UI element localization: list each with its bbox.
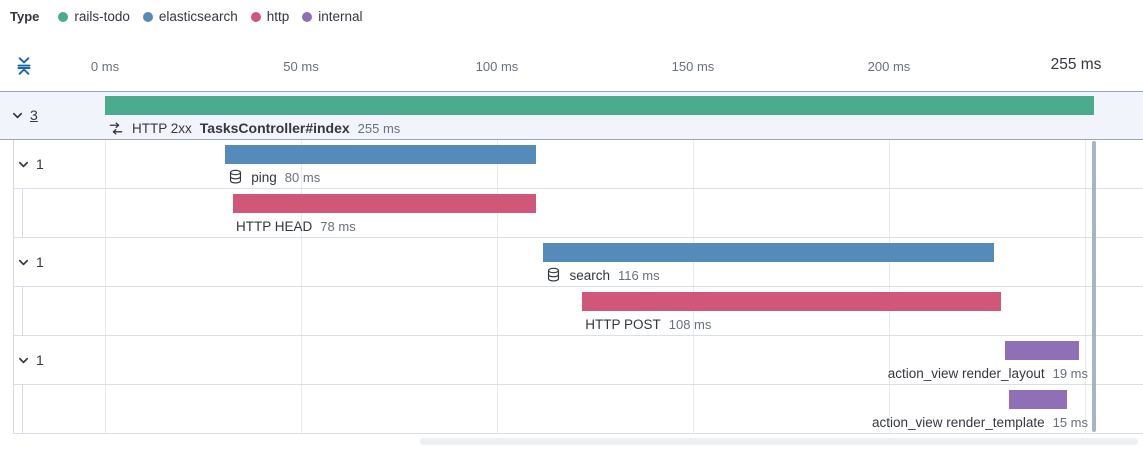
accordion-guide [13,140,14,434]
span-bar-http-head[interactable] [233,194,536,213]
legend-dot-icon [142,11,153,22]
child-count[interactable]: 3 [30,107,38,123]
span-label: HTTP HEAD 78 ms [236,216,356,236]
legend-dot-icon [302,11,313,22]
span-duration: 255 ms [357,120,401,136]
database-icon [228,169,243,185]
row-separator [13,335,1143,336]
legend-title: Type [10,9,40,24]
span-name: action_view render_template [871,414,1045,430]
child-count: 1 [36,352,44,368]
transaction-icon [108,121,124,136]
span-bar-http-post[interactable] [582,292,1002,311]
span-duration: 108 ms [668,316,712,332]
accordion-toggle[interactable]: 1 [16,252,44,272]
waterfall-row[interactable] [0,189,1143,238]
gridline [301,91,302,434]
legend-item-rails-todo[interactable]: rails-todo [58,9,130,24]
fold-accordions-button[interactable] [13,56,35,78]
gridline [693,91,694,434]
child-count: 1 [36,254,44,270]
gridline [105,91,106,434]
row-separator [13,237,1143,238]
axis-tick-label: 200 ms [867,59,911,74]
span-bar-ping[interactable] [225,145,536,164]
row-separator [13,384,1143,385]
legend-item-label: elasticsearch [158,9,238,24]
chevron-down-icon [10,108,25,123]
span-bar-action-view-render-template[interactable] [1009,390,1068,409]
gridline-end [1085,91,1086,434]
gridline [497,91,498,434]
span-bar-search[interactable] [543,243,994,262]
chevron-down-icon [16,157,31,172]
type-legend: Type rails-todo elasticsearch http internal [10,9,363,24]
span-label: action_view render_template 15 ms [872,412,1088,432]
span-label: ping 80 ms [228,167,320,187]
legend-item-elasticsearch[interactable]: elasticsearch [142,9,238,24]
row-separator [13,433,1143,434]
span-duration: 15 ms [1052,414,1088,430]
fold-vertical-icon [17,57,31,75]
axis-tick-label: 0 ms [90,59,120,74]
axis-total-duration: 255 ms [1050,56,1102,73]
legend-dot-icon [250,11,261,22]
span-duration: 80 ms [284,169,321,185]
accordion-toggle[interactable]: 1 [16,154,44,174]
legend-item-http[interactable]: http [250,9,290,24]
axis-tick-label: 50 ms [283,59,319,74]
accordion-toggle[interactable]: 1 [16,350,44,370]
legend-item-label: rails-todo [74,9,130,24]
span-name: search [569,267,610,283]
chevron-down-icon [16,255,31,270]
accordion-guide-nested [22,385,23,434]
waterfall-row[interactable] [0,140,1143,189]
span-label-prefix: HTTP 2xx [132,120,192,136]
span-duration: 19 ms [1052,365,1088,381]
row-separator [13,286,1143,287]
child-count: 1 [36,156,44,172]
legend-item-internal[interactable]: internal [302,9,363,24]
span-bar-taskscontroller-index[interactable] [105,96,1095,115]
span-duration: 116 ms [617,267,660,283]
span-label: HTTP 2xx TasksController#index 255 ms [108,118,400,138]
legend-item-label: internal [318,9,363,24]
span-name: TasksController#index [199,120,350,136]
database-icon [546,267,561,283]
span-label: HTTP POST 108 ms [585,314,711,334]
span-duration: 78 ms [320,218,356,234]
span-name: HTTP POST [585,316,661,332]
span-label: action_view render_layout 19 ms [888,363,1088,383]
row-separator [13,188,1143,189]
span-label: search 116 ms [546,265,660,285]
legend-item-label: http [266,9,290,24]
vertical-scrollbar-thumb[interactable] [1092,141,1096,432]
gridline [889,91,890,434]
horizontal-scrollbar-thumb[interactable] [420,438,1138,445]
span-name: action_view render_layout [887,365,1045,381]
accordion-guide-nested [22,287,23,336]
accordion-guide-nested [22,189,23,238]
span-name: HTTP HEAD [236,218,313,234]
accordion-toggle[interactable]: 3 [10,105,38,125]
axis-tick-label: 100 ms [475,59,519,74]
span-bar-action-view-render-layout[interactable] [1005,341,1079,360]
chevron-down-icon [16,353,31,368]
span-name: ping [251,169,277,185]
legend-dot-icon [58,11,69,22]
axis-tick-label: 150 ms [671,59,715,74]
